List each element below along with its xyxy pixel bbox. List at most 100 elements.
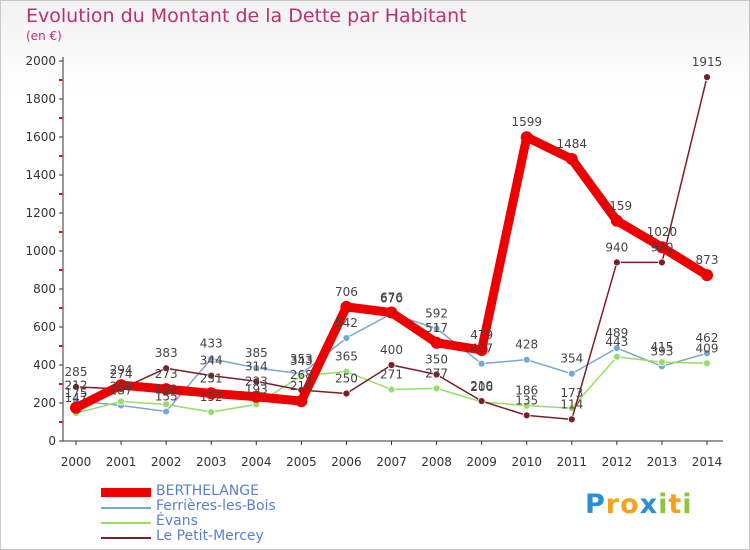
data-point	[252, 377, 261, 386]
data-point	[387, 361, 396, 369]
data-label: 353	[290, 352, 313, 366]
data-label: 268	[290, 368, 313, 382]
data-label: 1159	[602, 199, 633, 213]
x-tick-label: 2004	[241, 455, 272, 469]
data-point	[162, 407, 171, 416]
logo-letter: t	[668, 489, 683, 520]
data-point	[612, 258, 621, 267]
x-tick-label: 2005	[286, 455, 317, 469]
data-label: 385	[245, 346, 268, 360]
data-label: 428	[515, 338, 538, 352]
data-point	[205, 387, 218, 400]
y-tick-label: 1800	[25, 92, 56, 106]
data-point	[387, 385, 396, 394]
data-point	[430, 336, 443, 349]
data-label: 409	[696, 341, 719, 355]
x-tick-label: 2003	[196, 455, 227, 469]
x-tick-label: 2008	[421, 455, 452, 469]
y-tick-label: 400	[33, 358, 56, 372]
data-label: 542	[335, 316, 358, 330]
legend-label: Évans	[156, 513, 198, 529]
data-point	[565, 153, 578, 166]
data-point	[522, 355, 531, 364]
legend-label: Ferrières-les-Bois	[156, 498, 276, 514]
data-label: 206	[470, 380, 493, 394]
x-tick-label: 2012	[602, 455, 633, 469]
data-label: 354	[560, 352, 583, 366]
data-label: 173	[560, 386, 583, 400]
x-tick-label: 2002	[151, 455, 182, 469]
data-label: 186	[515, 384, 538, 398]
data-point	[477, 359, 486, 368]
data-label: 273	[155, 367, 178, 381]
data-point	[432, 324, 441, 333]
data-point	[703, 73, 711, 82]
x-tick-label: 2013	[647, 455, 678, 469]
y-tick-label: 0	[48, 434, 56, 448]
data-label: 210	[290, 379, 313, 393]
data-point	[432, 370, 441, 379]
data-label: 489	[605, 326, 628, 340]
data-point	[207, 371, 216, 380]
data-label: 155	[155, 390, 178, 404]
y-tick-label: 2000	[25, 54, 56, 68]
data-point	[162, 364, 171, 373]
data-point	[115, 379, 128, 392]
data-label: 285	[65, 365, 88, 379]
chart-title: Evolution du Montant de la Dette par Hab…	[26, 5, 467, 27]
logo-letter: o	[620, 489, 640, 520]
data-label: 365	[335, 350, 358, 364]
data-label: 175	[65, 386, 88, 400]
data-labels: 175 294 273 251 233 210 706 676 517 479 1599 1484 11…	[65, 55, 723, 411]
data-point	[342, 334, 351, 342]
data-point	[252, 363, 261, 372]
logo-letter: P	[585, 489, 606, 520]
y-tick-label: 1400	[25, 168, 56, 182]
data-label: 250	[335, 372, 358, 386]
legend-label: BERTHELANGE	[156, 483, 259, 499]
data-label: 383	[155, 346, 178, 360]
data-label: 135	[515, 393, 538, 407]
data-point	[567, 369, 576, 378]
data-label: 433	[200, 337, 223, 351]
data-point	[658, 258, 666, 267]
data-label: 1484	[557, 137, 588, 151]
data-label: 462	[696, 331, 719, 345]
legend-swatch	[101, 507, 151, 509]
data-label: 208	[110, 379, 133, 393]
data-label: 271	[380, 368, 403, 382]
data-point	[70, 401, 82, 414]
data-label: 294	[110, 363, 133, 377]
data-label: 592	[425, 307, 448, 321]
data-point	[703, 349, 711, 358]
chart-unit: (en €)	[26, 29, 62, 43]
data-label: 940	[605, 240, 628, 254]
data-label: 443	[605, 335, 628, 349]
data-label: 400	[380, 343, 403, 357]
data-label: 873	[696, 253, 719, 267]
data-label: 212	[65, 379, 88, 393]
data-label: 274	[110, 367, 133, 381]
data-point	[701, 269, 713, 282]
data-label: 314	[245, 359, 268, 373]
legend-swatch	[101, 522, 151, 524]
y-tick-label: 1200	[25, 206, 56, 220]
data-label: 277	[425, 366, 448, 380]
data-point	[610, 214, 623, 227]
data-point	[117, 397, 125, 406]
data-point	[520, 131, 533, 144]
data-label: 1020	[647, 225, 678, 239]
data-point	[297, 371, 306, 380]
data-point	[658, 358, 666, 367]
x-tick-label: 2000	[61, 455, 92, 469]
x-tick-label: 2006	[331, 455, 362, 469]
data-label: 706	[335, 285, 358, 299]
data-label: 393	[650, 344, 673, 358]
series-lines	[70, 73, 713, 424]
logo-letter: x	[639, 489, 659, 520]
data-label: 193	[245, 382, 268, 396]
data-point	[475, 343, 488, 356]
data-label: 479	[470, 328, 493, 342]
data-label: 193	[155, 382, 178, 396]
